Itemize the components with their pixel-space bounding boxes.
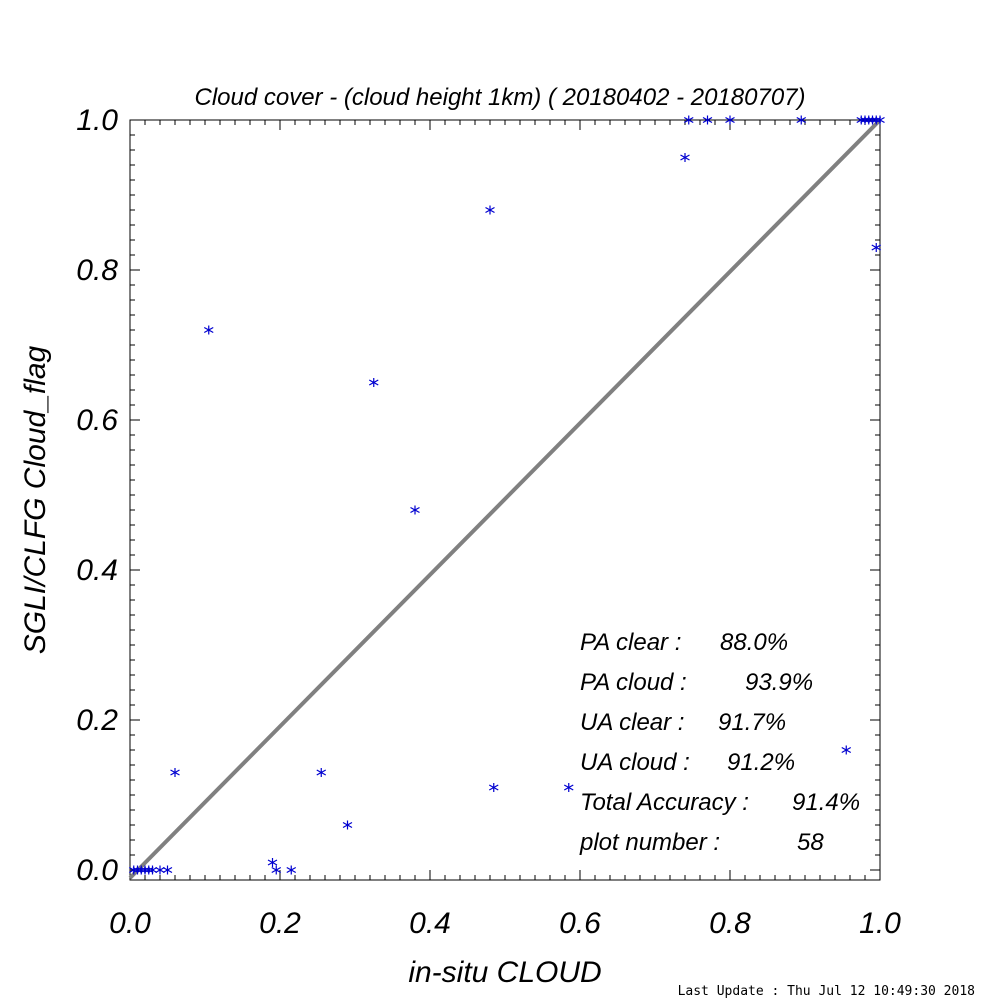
stat-label: PA clear : <box>580 629 681 656</box>
data-point <box>683 115 694 125</box>
data-point <box>342 820 353 830</box>
y-tick-label: 0.0 <box>76 854 118 887</box>
data-point <box>316 768 327 777</box>
data-point <box>871 243 882 252</box>
data-point <box>128 865 139 875</box>
stat-value: 93.9% <box>745 669 813 696</box>
data-point <box>368 378 379 387</box>
tick-labels: 0.0 0.2 0.4 0.6 0.8 1.0 0.0 0.2 0.4 0.6 0.8 1.0 <box>76 104 901 940</box>
data-point <box>203 325 214 335</box>
data-point <box>860 115 870 125</box>
stat-label: Total Accuracy : <box>580 789 749 816</box>
statistics-box: PA clear : 88.0% PA cloud : 93.9% UA clear :… <box>579 629 860 856</box>
data-point <box>136 865 147 875</box>
stat-value: 91.4% <box>792 789 860 816</box>
x-axis-label: in-situ CLOUD <box>408 956 601 989</box>
data-point <box>702 115 713 125</box>
stat-value: 91.7% <box>718 709 786 736</box>
x-tick-label: 0.8 <box>709 907 751 940</box>
data-point <box>867 115 878 125</box>
data-point <box>132 865 143 875</box>
data-point <box>841 745 852 755</box>
data-points <box>128 115 885 875</box>
data-point <box>410 505 420 515</box>
data-point <box>170 768 180 777</box>
y-tick-label: 0.2 <box>76 704 118 737</box>
data-point <box>863 115 874 125</box>
x-tick-label: 1.0 <box>859 907 901 940</box>
stat-label: UA cloud : <box>580 749 690 776</box>
data-point <box>286 865 297 875</box>
data-point <box>796 115 807 125</box>
stat-value: 88.0% <box>720 629 788 656</box>
data-point <box>485 205 495 215</box>
y-tick-label: 1.0 <box>76 104 118 137</box>
data-point <box>140 865 150 875</box>
data-point <box>488 783 499 792</box>
stat-value: 58 <box>797 829 824 856</box>
data-point <box>162 865 173 875</box>
data-point <box>143 865 154 875</box>
y-tick-label: 0.6 <box>76 404 118 437</box>
x-tick-label: 0.0 <box>109 907 151 940</box>
data-point <box>875 115 885 125</box>
data-point <box>267 858 278 867</box>
one-to-one-line <box>128 118 882 880</box>
data-point <box>871 115 882 125</box>
x-tick-label: 0.6 <box>559 907 601 940</box>
data-point <box>856 115 867 125</box>
data-point <box>725 115 735 125</box>
x-tick-label: 0.2 <box>259 907 301 940</box>
stat-value: 91.2% <box>727 749 795 776</box>
data-point <box>680 153 690 162</box>
data-point <box>563 783 574 792</box>
stat-label: plot number : <box>579 829 720 856</box>
chart-title: Cloud cover - (cloud height 1km) ( 20180… <box>194 84 805 111</box>
data-point <box>271 865 282 875</box>
y-axis-label: SGLI/CLFG Cloud_flag <box>19 345 52 654</box>
axis-ticks <box>129 119 881 880</box>
y-tick-label: 0.4 <box>76 554 118 587</box>
data-point <box>147 865 158 875</box>
stat-label: PA cloud : <box>580 669 687 696</box>
y-tick-label: 0.8 <box>76 254 118 287</box>
data-point <box>155 865 165 875</box>
last-update-text: Last Update : Thu Jul 12 10:49:30 2018 <box>678 984 975 999</box>
stat-label: UA clear : <box>580 709 684 736</box>
x-tick-label: 0.4 <box>409 907 451 940</box>
